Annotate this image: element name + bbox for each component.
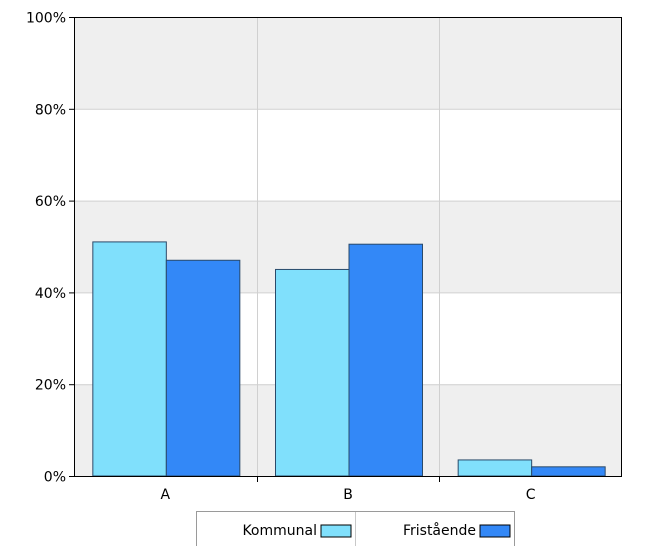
bar-A-kommunal — [92, 241, 167, 477]
x-tick-label: A — [161, 487, 171, 503]
y-tick-label: 60% — [35, 194, 66, 210]
bars — [92, 241, 606, 477]
y-tick-label: 40% — [35, 286, 66, 302]
y-tick-label: 80% — [35, 102, 66, 118]
bar-B-kommunal — [275, 268, 350, 477]
x-axis-tick-labels: A B C — [161, 476, 536, 503]
legend-swatch — [320, 524, 352, 538]
y-tick-label: 100% — [26, 11, 66, 27]
plot-frame — [74, 17, 622, 477]
bar-C-kommunal — [457, 459, 533, 477]
axes — [74, 17, 622, 477]
legend: Kommunal Fristående — [196, 511, 515, 547]
x-tick-label: B — [343, 487, 353, 503]
bar-B-fristående — [348, 243, 423, 477]
bar-C-fristående — [531, 466, 606, 477]
legend-swatch — [479, 524, 511, 538]
y-tick-label: 20% — [35, 378, 66, 394]
y-tick-label: 0% — [44, 470, 66, 486]
plot-band — [74, 108, 622, 201]
legend-label: Fristående — [403, 522, 476, 539]
y-axis-tick-labels: 0% 20% 40% 60% 80% 100% — [26, 11, 74, 486]
x-tick-label: C — [526, 487, 536, 503]
legend-label: Kommunal — [242, 523, 317, 539]
plot-band — [74, 17, 622, 109]
bar-A-fristående — [165, 259, 241, 477]
